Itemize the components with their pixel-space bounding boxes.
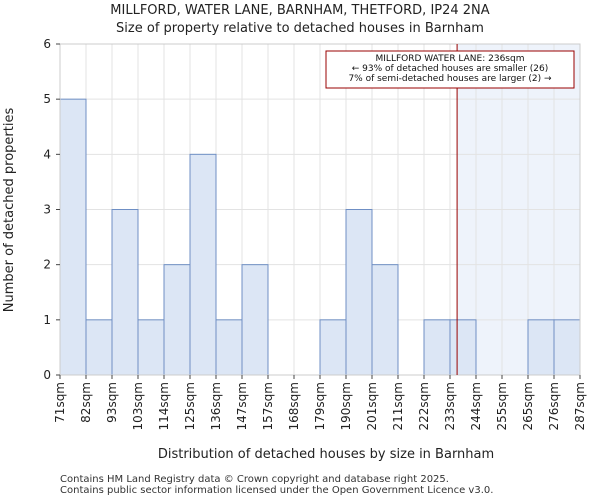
bar [241,264,269,376]
bar [111,209,139,376]
footer-line-1: Contains HM Land Registry data © Crown c… [60,474,449,485]
bar [137,319,165,376]
bar [527,319,555,376]
x-tick-label: 276sqm [547,382,561,430]
x-tick-label: 255sqm [495,382,509,430]
y-axis-label: Number of detached properties [2,108,17,313]
bar [423,319,451,376]
annotation-line-3: 7% of semi-detached houses are larger (2… [348,74,552,84]
x-tick-label: 71sqm [53,382,67,423]
bar [449,319,477,376]
x-tick-label: 114sqm [157,382,171,430]
x-tick-label: 190sqm [339,382,353,430]
x-tick-label: 157sqm [261,382,275,430]
y-tick-label: 6 [43,37,51,51]
bar [59,98,87,376]
x-tick-label: 244sqm [469,382,483,430]
y-tick-label: 0 [43,368,51,382]
bar [85,319,113,376]
y-axis-ticks: 0 1 2 3 4 5 6 [43,37,60,382]
chart-subtitle: Size of property relative to detached ho… [116,21,484,36]
footer-line-2: Contains public sector information licen… [60,485,493,496]
annotation-line-1: MILLFORD WATER LANE: 236sqm [376,54,525,64]
x-tick-label: 211sqm [391,382,405,430]
bar [319,319,347,376]
x-tick-label: 82sqm [79,382,93,423]
bar [345,209,373,376]
x-tick-label: 233sqm [443,382,457,430]
y-tick-label: 1 [43,313,51,327]
y-tick-label: 4 [43,147,51,161]
bar [553,319,581,376]
y-tick-label: 2 [43,258,51,272]
x-tick-label: 125sqm [183,382,197,430]
x-tick-label: 222sqm [417,382,431,430]
x-tick-label: 147sqm [235,382,249,430]
x-axis-ticks: 71sqm 82sqm 93sqm 103sqm 114sqm 125sqm 136sqm 1… [53,375,587,430]
y-tick-label: 5 [43,92,51,106]
x-tick-label: 287sqm [573,382,587,430]
annotation-box [325,50,575,89]
y-tick-label: 3 [43,203,51,217]
bar [215,319,243,376]
x-tick-label: 93sqm [105,382,119,423]
x-tick-label: 103sqm [131,382,145,430]
bar [163,264,191,376]
x-tick-label: 201sqm [365,382,379,430]
x-tick-label: 136sqm [209,382,223,430]
x-tick-label: 168sqm [287,382,301,430]
bars [59,98,581,376]
bar [371,264,399,376]
x-tick-label: 265sqm [521,382,535,430]
property-annotation: MILLFORD WATER LANE: 236sqm ← 93% of det… [325,50,575,89]
chart-title: MILLFORD, WATER LANE, BARNHAM, THETFORD,… [110,3,489,18]
annotation-line-2: ← 93% of detached houses are smaller (26… [352,64,549,74]
x-tick-label: 179sqm [313,382,327,430]
bar [189,153,217,376]
x-axis-label: Distribution of detached houses by size … [158,447,494,462]
